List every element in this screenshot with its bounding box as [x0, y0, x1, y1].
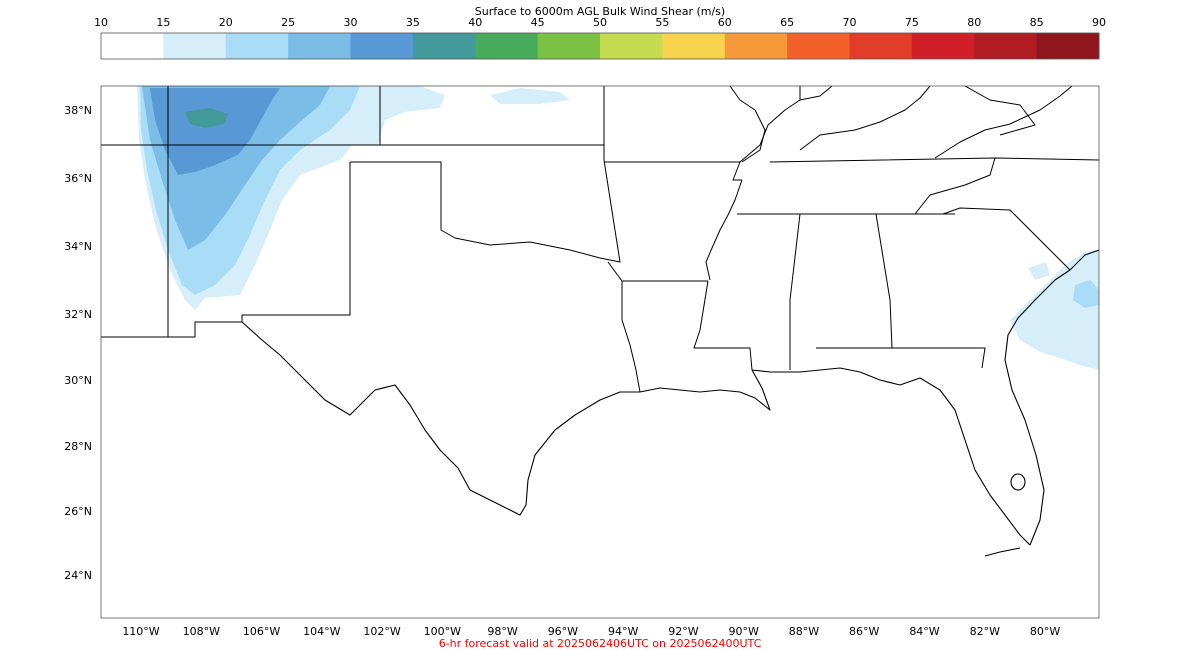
colorbar-swatch: [1036, 33, 1100, 59]
colorbar-tick-label: 55: [655, 16, 669, 29]
latitude-label: 38°N: [64, 104, 92, 117]
border-la-ms: [693, 280, 753, 371]
latitude-label: 24°N: [64, 569, 92, 582]
colorbar-tick-label: 20: [219, 16, 233, 29]
colorbar-swatch: [974, 33, 1038, 59]
longitude-label: 98°W: [487, 625, 517, 638]
florida-keys: [984, 547, 1021, 557]
coast-fl-east: [1004, 249, 1099, 546]
border-oh-river: [799, 86, 931, 151]
colorbar-swatches: [101, 33, 1100, 59]
colorbar-tick-label: 90: [1092, 16, 1106, 29]
wind-shear-fill: [137, 86, 1099, 370]
latitude-label: 26°N: [64, 505, 92, 518]
border-mo-il: [729, 86, 766, 163]
colorbar-tick-label: 10: [94, 16, 108, 29]
latitude-labels: 38°N 36°N 34°N 32°N 30°N 28°N 26°N 24°N: [64, 104, 92, 582]
colorbar-swatch: [225, 33, 289, 59]
border-mississippi-river: [705, 179, 743, 281]
colorbar-tick-label: 70: [843, 16, 857, 29]
colorbar-swatch: [600, 33, 663, 59]
shear-region-max: [150, 88, 280, 175]
longitude-label: 106°W: [243, 625, 280, 638]
colorbar-tick-label: 65: [780, 16, 794, 29]
coast-fl-west: [879, 377, 1031, 546]
colorbar-frame: [100, 32, 1100, 60]
colorbar-tick-label: 30: [344, 16, 358, 29]
longitude-label: 88°W: [789, 625, 819, 638]
colorbar-tick-label: 50: [593, 16, 607, 29]
colorbar-tick-label: 40: [468, 16, 482, 29]
longitude-label: 84°W: [909, 625, 939, 638]
longitude-label: 104°W: [303, 625, 340, 638]
coast-tx: [241, 321, 640, 516]
colorbar-tick-label: 85: [1030, 16, 1044, 29]
colorbar-swatch: [787, 33, 850, 59]
border-la-tx: [621, 281, 641, 393]
colorbar-tick-label: 25: [281, 16, 295, 29]
longitude-label: 92°W: [668, 625, 698, 638]
state-boundaries: [101, 86, 1099, 393]
longitude-label: 100°W: [424, 625, 461, 638]
longitude-label: 108°W: [183, 625, 220, 638]
longitude-labels: 110°W 108°W 106°W 104°W 102°W 100°W 98°W 96°W 94…: [122, 625, 1060, 638]
colorbar: Surface to 6000m AGL Bulk Wind Shear (m/…: [94, 5, 1106, 60]
colorbar-tick-label: 35: [406, 16, 420, 29]
latitude-label: 36°N: [64, 172, 92, 185]
colorbar-swatch: [288, 33, 351, 59]
border-ky-north: [739, 86, 833, 163]
border-wv: [964, 86, 1036, 136]
colorbar-swatch: [101, 33, 164, 59]
colorbar-swatch: [724, 33, 788, 59]
shear-region-light-2: [490, 88, 570, 104]
forecast-valid-text: 6-hr forecast valid at 2025062406UTC on …: [439, 637, 762, 650]
map-panel: 38°N 36°N 34°N 32°N 30°N 28°N 26°N 24°N 110°W 10…: [64, 85, 1100, 638]
colorbar-swatch: [662, 33, 726, 59]
latitude-label: 28°N: [64, 440, 92, 453]
longitude-label: 82°W: [970, 625, 1000, 638]
colorbar-swatch: [475, 33, 539, 59]
longitude-label: 86°W: [849, 625, 879, 638]
map-frame: [100, 85, 1100, 619]
shear-region-ga-coast: [1028, 262, 1050, 280]
border-ms-al: [789, 213, 801, 370]
shear-region-atlantic: [1010, 250, 1099, 370]
border-nc-sc: [914, 157, 996, 215]
colorbar-title: Surface to 6000m AGL Bulk Wind Shear (m/…: [475, 5, 725, 18]
longitude-label: 94°W: [608, 625, 638, 638]
longitude-label: 80°W: [1030, 625, 1060, 638]
latitude-label: 30°N: [64, 374, 92, 387]
longitude-label: 110°W: [122, 625, 159, 638]
lake-okeechobee: [1010, 473, 1026, 491]
longitude-label: 90°W: [729, 625, 759, 638]
latitude-label: 34°N: [64, 240, 92, 253]
colorbar-swatch: [537, 33, 601, 59]
latitude-label: 32°N: [64, 308, 92, 321]
shear-region-atlantic-mid: [1073, 280, 1099, 308]
shear-region-peak: [185, 108, 228, 128]
border-ar-mo: [604, 161, 742, 181]
colorbar-tick-label: 80: [967, 16, 981, 29]
coast-ms-al: [751, 367, 881, 381]
border-ok-panhandle: [350, 159, 621, 263]
colorbar-tick-labels: 10 15 20 25 30 35 40 45 50 55 60 65 70 75 80 85 90: [94, 16, 1106, 29]
border-sc-ga: [942, 207, 1071, 271]
colorbar-tick-label: 45: [531, 16, 545, 29]
coastline: [241, 249, 1099, 557]
longitude-label: 96°W: [548, 625, 578, 638]
colorbar-swatch: [350, 33, 414, 59]
border-va-nc: [934, 86, 1073, 159]
colorbar-swatch: [163, 33, 227, 59]
colorbar-tick-label: 15: [156, 16, 170, 29]
colorbar-tick-label: 60: [718, 16, 732, 29]
colorbar-swatch: [849, 33, 913, 59]
colorbar-swatch: [911, 33, 975, 59]
colorbar-swatch: [412, 33, 476, 59]
longitude-label: 102°W: [363, 625, 400, 638]
colorbar-tick-label: 75: [905, 16, 919, 29]
coast-la: [639, 369, 771, 411]
